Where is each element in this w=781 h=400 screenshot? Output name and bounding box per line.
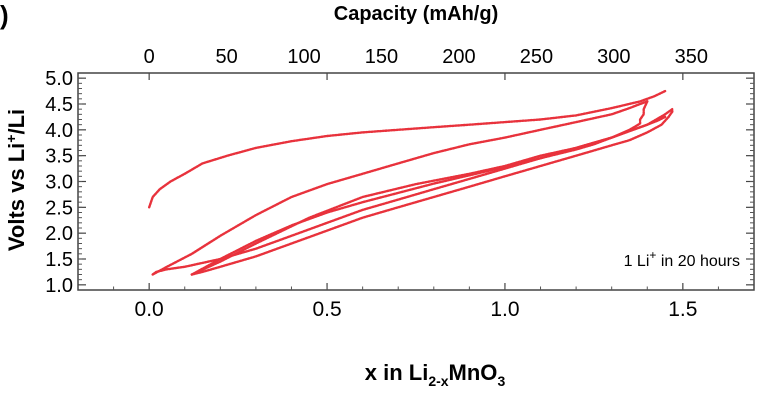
- x-tick-label: 0.5: [312, 298, 341, 321]
- x2-tick-label: 250: [520, 46, 553, 68]
- y-tick-label: 2.5: [45, 197, 73, 219]
- x2-tick-label: 350: [675, 46, 708, 68]
- y-tick-label: 5.0: [45, 68, 73, 90]
- voltage-curve: [148, 89, 667, 209]
- x2-tick-label: 0: [144, 46, 155, 68]
- y-tick-label: 1.5: [45, 249, 73, 271]
- voltage-curve: [151, 115, 667, 276]
- x2-axis-title: Capacity (mAh/g): [334, 3, 498, 25]
- x2-tick-label: 100: [287, 46, 320, 68]
- voltage-curve: [190, 110, 674, 276]
- x2-tick-label: 150: [365, 46, 398, 68]
- y-tick-label: 3.0: [45, 172, 73, 194]
- y-tick-label: 1.0: [45, 275, 73, 297]
- x2-tick-label: 300: [597, 46, 630, 68]
- y-tick-label: 4.0: [45, 120, 73, 142]
- y-tick-label: 3.5: [45, 146, 73, 168]
- panel-label: ): [0, 0, 9, 30]
- y-tick-label: 2.0: [45, 223, 73, 245]
- x-axis-title: x in Li2-xMnO3: [365, 360, 506, 389]
- y-axis-title: Volts vs Li+/Li: [3, 109, 29, 251]
- x2-tick-label: 50: [215, 46, 237, 68]
- annotation-rate: 1 Li+ in 20 hours: [624, 248, 740, 270]
- y-tick-label: 4.5: [45, 94, 73, 116]
- x-tick-label: 1.0: [490, 298, 519, 321]
- x-tick-label: 1.5: [668, 298, 697, 321]
- x2-tick-label: 200: [442, 46, 475, 68]
- voltage-curve: [190, 108, 674, 276]
- voltage-curve: [151, 100, 649, 276]
- x-tick-label: 0.0: [135, 298, 164, 321]
